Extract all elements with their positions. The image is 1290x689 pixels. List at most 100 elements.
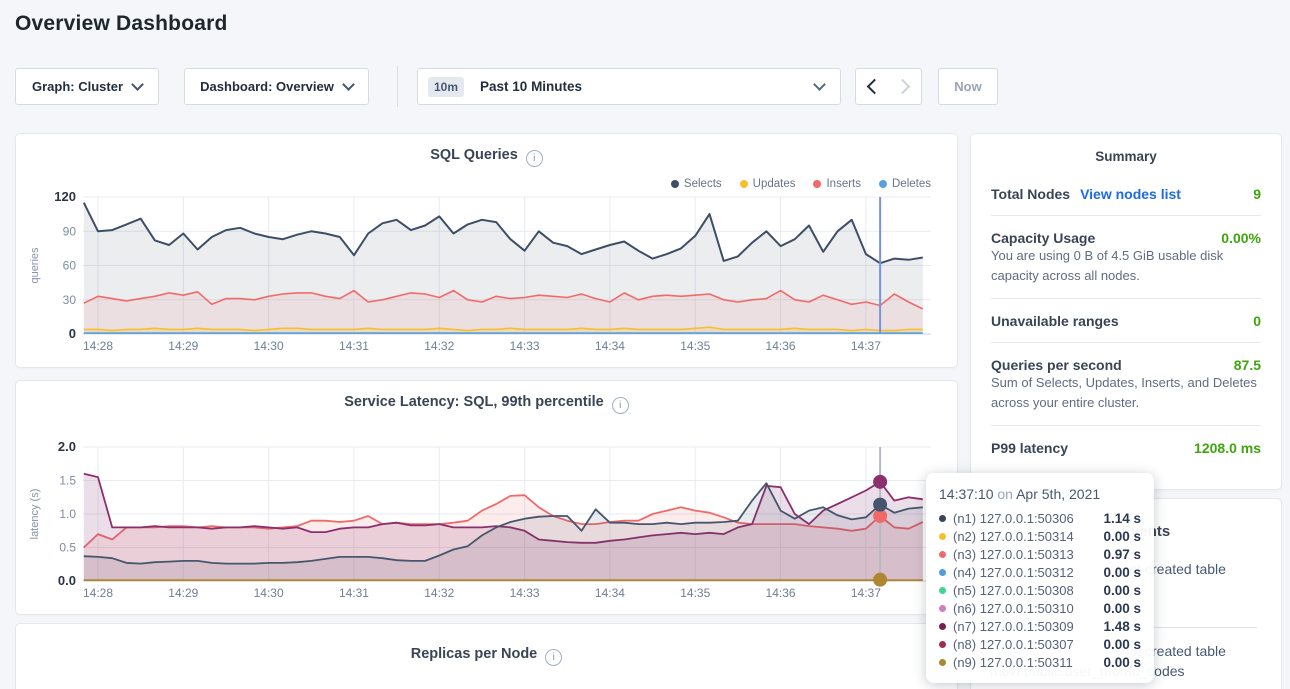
node-address: (n2) 127.0.0.1:50314 (953, 529, 1074, 544)
dashboard-select-dropdown[interactable]: Dashboard: Overview (184, 68, 369, 105)
summary-label: Unavailable ranges (991, 313, 1119, 329)
chevron-right-icon (895, 79, 911, 95)
summary-value: 9 (1253, 186, 1261, 202)
time-range-label: Past 10 Minutes (480, 79, 582, 94)
node-latency-value: 0.00 s (1103, 529, 1141, 544)
tooltip-time: 14:37:10 (939, 486, 994, 502)
legend-dot-icon (740, 180, 748, 188)
dashboard-select-label: Dashboard: Overview (200, 79, 334, 94)
node-latency-value: 1.14 s (1103, 511, 1141, 526)
node-color-dot-icon (939, 533, 946, 540)
tooltip-node-row: (n6) 127.0.0.1:50310 0.00 s (939, 599, 1141, 617)
hover-point-dot (873, 573, 887, 587)
legend-dot-icon (671, 180, 679, 188)
tooltip-node-row: (n1) 127.0.0.1:503061.14 s (939, 509, 1141, 527)
summary-row-unavailable: Unavailable ranges 0 (991, 299, 1261, 342)
svg-text:14:37: 14:37 (851, 339, 881, 353)
info-icon[interactable]: i (545, 649, 562, 666)
legend-label: Updates (753, 178, 796, 190)
summary-value: 0 (1253, 313, 1261, 329)
node-address: (n3) 127.0.0.1:50313 (953, 547, 1074, 562)
svg-text:14:34: 14:34 (595, 339, 625, 353)
svg-text:14:36: 14:36 (766, 339, 796, 353)
tooltip-conjunction: on (994, 486, 1017, 502)
svg-text:14:34: 14:34 (595, 586, 625, 600)
chevron-down-icon (342, 78, 355, 91)
info-icon[interactable]: i (526, 150, 543, 167)
legend-label: Deletes (892, 178, 931, 190)
graph-select-dropdown[interactable]: Graph: Cluster (15, 68, 159, 105)
svg-text:30: 30 (63, 293, 77, 307)
svg-text:1.5: 1.5 (59, 474, 76, 488)
legend-item-updates[interactable]: Updates (740, 178, 796, 190)
svg-text:0: 0 (69, 326, 76, 341)
sql-queries-chart[interactable]: 030609012014:2814:2914:3014:3114:3214:33… (16, 134, 957, 367)
svg-text:1.0: 1.0 (59, 507, 76, 521)
svg-text:14:31: 14:31 (339, 586, 369, 600)
svg-text:14:32: 14:32 (424, 586, 454, 600)
time-prev-button[interactable] (855, 68, 889, 105)
time-range-dropdown[interactable]: 10m Past 10 Minutes (417, 68, 841, 105)
svg-text:latency (s): latency (s) (29, 489, 41, 540)
time-now-button[interactable]: Now (938, 68, 998, 105)
tooltip-node-row: (n9) 127.0.0.1:503110.00 s (939, 653, 1141, 671)
tooltip-node-row: (n3) 127.0.0.1:503130.97 s (939, 545, 1141, 563)
node-latency-value: 1.48 s (1103, 619, 1141, 634)
legend-dot-icon (879, 180, 887, 188)
node-address: (n7) 127.0.0.1:50309 (953, 619, 1074, 634)
tooltip-node-row: (n8) 127.0.0.1:503070.00 s (939, 635, 1141, 653)
sql-queries-title: SQL Queriesi (16, 147, 957, 167)
tooltip-date: Apr 5th, 2021 (1016, 486, 1100, 502)
svg-text:queries: queries (29, 247, 41, 284)
node-latency-value: 0.00 s (1103, 655, 1141, 670)
legend-dot-icon (813, 180, 821, 188)
legend-item-deletes[interactable]: Deletes (879, 178, 931, 190)
service-latency-title: Service Latency: SQL, 99th percentile i (16, 394, 957, 414)
time-next-button[interactable] (888, 68, 922, 105)
tooltip-timestamp: 14:37:10 on Apr 5th, 2021 (939, 486, 1141, 502)
page-title: Overview Dashboard (15, 12, 228, 36)
hover-point-dot (873, 475, 887, 489)
legend-item-inserts[interactable]: Inserts (813, 178, 861, 190)
svg-text:0.5: 0.5 (59, 541, 76, 555)
legend-label: Selects (684, 178, 722, 190)
chevron-down-icon (131, 78, 144, 91)
summary-panel: Summary Total Nodes View nodes list 9 Ca… (970, 133, 1282, 490)
node-address: (n6) 127.0.0.1:50310 (953, 601, 1074, 616)
chart-title-text: Service Latency: SQL, 99th percentile (344, 394, 604, 410)
service-latency-chart[interactable]: 0.00.51.01.52.014:2814:2914:3014:3114:32… (16, 381, 957, 614)
chart-hover-tooltip: 14:37:10 on Apr 5th, 2021 (n1) 127.0.0.1… (926, 473, 1154, 683)
info-icon[interactable]: i (612, 397, 629, 414)
hover-point-dot (873, 498, 887, 512)
overview-dashboard-page: Overview Dashboard Graph: Cluster Dashbo… (0, 0, 1290, 689)
node-color-dot-icon (939, 587, 946, 594)
summary-value: 0.00% (1221, 230, 1261, 246)
legend-label: Inserts (826, 178, 861, 190)
svg-text:14:35: 14:35 (680, 339, 710, 353)
node-latency-value: 0.00 s (1103, 583, 1141, 598)
node-latency-value: 0.00 s (1103, 565, 1141, 580)
tooltip-node-row: (n5) 127.0.0.1:503080.00 s (939, 581, 1141, 599)
svg-text:14:37: 14:37 (851, 586, 881, 600)
legend-item-selects[interactable]: Selects (671, 178, 722, 190)
replicas-panel: Replicas per Node i (15, 623, 958, 689)
svg-text:0.0: 0.0 (58, 573, 76, 588)
sql-queries-panel: SQL Queriesi Selects Updates Inserts Delete… (15, 133, 958, 368)
svg-text:14:29: 14:29 (168, 339, 198, 353)
tooltip-node-row: (n7) 127.0.0.1:50309 1.48 s (939, 617, 1141, 635)
svg-text:14:35: 14:35 (680, 586, 710, 600)
summary-value: 87.5 (1234, 357, 1261, 373)
svg-text:14:33: 14:33 (510, 339, 540, 353)
view-nodes-list-link[interactable]: View nodes list (1080, 186, 1181, 202)
svg-text:14:33: 14:33 (510, 586, 540, 600)
node-latency-value: 0.00 s (1103, 601, 1141, 616)
chevron-left-icon (866, 79, 882, 95)
chart-title-text: Replicas per Node (411, 646, 538, 662)
time-range-badge: 10m (428, 77, 464, 97)
node-latency-value: 0.00 s (1103, 637, 1141, 652)
summary-value: 1208.0 ms (1194, 440, 1261, 456)
tooltip-rows: (n1) 127.0.0.1:503061.14 s (n2) 127.0.0.1… (939, 509, 1141, 671)
sql-legend: Selects Updates Inserts Deletes (671, 178, 931, 190)
svg-text:90: 90 (63, 224, 77, 238)
svg-text:14:31: 14:31 (339, 339, 369, 353)
